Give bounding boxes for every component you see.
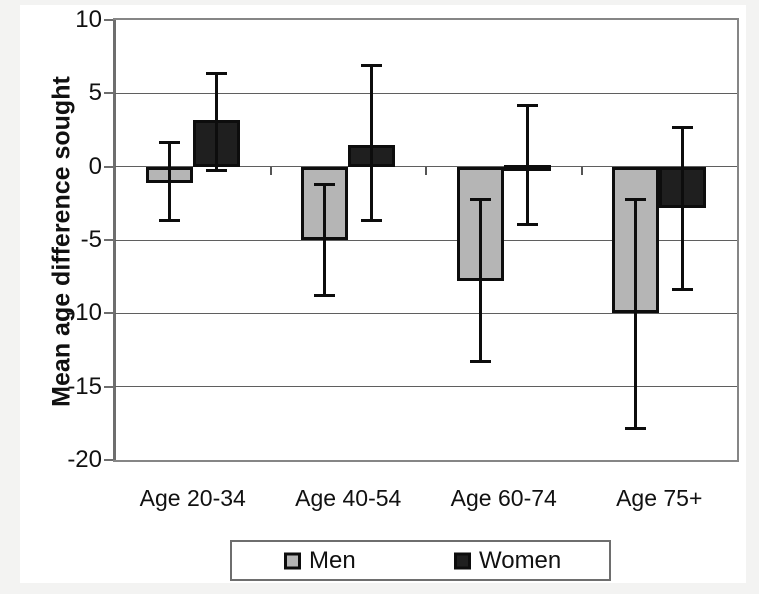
y-axis-tick-label: 10 (75, 6, 102, 33)
error-bar-women-3-cap-top (672, 126, 694, 130)
x-axis-category-label: Age 40-54 (295, 485, 402, 511)
y-axis-tick (104, 92, 113, 95)
y-axis-line (113, 20, 116, 460)
error-bar-men-2-cap-top (469, 197, 491, 201)
figure-canvas: Mean age difference sought Men Women 10 5… (20, 5, 746, 583)
y-axis-tick-label: -15 (67, 372, 102, 400)
error-bar-men-3-cap-top (625, 197, 647, 201)
error-bar-women-3-cap-bottom (672, 287, 694, 291)
error-bar-men-3-cap-bottom (625, 427, 647, 431)
error-bar-men-2-line (478, 198, 482, 362)
gridline (115, 92, 737, 94)
legend-swatch-women (454, 552, 471, 569)
y-axis-tick-label: -5 (80, 226, 102, 253)
error-bar-women-1-cap-bottom (361, 218, 383, 222)
error-bar-men-3-line (634, 198, 638, 430)
error-bar-men-1-line (323, 184, 327, 296)
x-axis-category-label: Age 60-74 (450, 485, 557, 511)
y-axis-tick (104, 385, 113, 388)
error-bar-women-2-cap-top (516, 104, 538, 108)
error-bar-women-0-cap-bottom (205, 169, 227, 173)
y-axis-tick (104, 459, 113, 461)
y-axis-tick (104, 19, 113, 21)
y-axis-tick-label: 5 (88, 79, 102, 107)
error-bar-men-0-line (167, 141, 171, 221)
x-axis-tick (580, 166, 583, 175)
y-axis-tick-label: -10 (67, 299, 102, 327)
gridline (115, 312, 737, 314)
error-bar-men-1-cap-bottom (314, 293, 336, 297)
error-bar-men-1-cap-top (314, 183, 336, 187)
error-bar-men-0-cap-top (158, 140, 180, 144)
x-axis-tick (269, 166, 272, 175)
x-axis-category-label: Age 20-34 (139, 485, 246, 511)
y-axis-tick-label: -20 (67, 446, 102, 473)
error-bar-men-0-cap-bottom (158, 218, 180, 222)
y-axis-tick (104, 239, 113, 241)
legend-label-women: Women (479, 546, 562, 574)
error-bar-women-2-cap-bottom (516, 223, 538, 227)
error-bar-women-3-line (681, 127, 685, 290)
gridline (115, 386, 737, 388)
y-axis-tick (104, 165, 113, 168)
error-bar-women-1-line (370, 65, 374, 221)
x-axis-category-label: Age 75+ (616, 485, 703, 511)
error-bar-women-2-line (525, 105, 529, 226)
error-bar-men-2-cap-bottom (469, 359, 491, 363)
y-axis-tick-label: 0 (88, 152, 102, 180)
legend-swatch-men (284, 552, 301, 569)
error-bar-women-1-cap-top (361, 64, 383, 68)
y-axis-tick (104, 312, 113, 315)
gridline (115, 239, 737, 241)
legend: Men Women (230, 540, 611, 581)
legend-label-men: Men (309, 546, 356, 574)
error-bar-women-0-line (214, 72, 218, 172)
x-axis-tick (425, 166, 427, 175)
plot-area (113, 18, 739, 462)
error-bar-women-0-cap-top (205, 71, 227, 75)
